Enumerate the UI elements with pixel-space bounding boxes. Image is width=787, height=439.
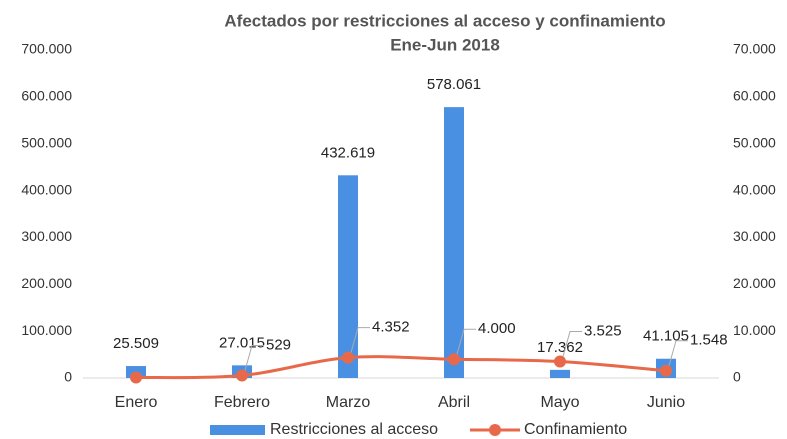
y-tick-label: 200.000 [21, 275, 72, 291]
line-point [448, 353, 460, 366]
x-tick-label: Febrero [214, 394, 270, 411]
y-tick-label: 500.000 [21, 134, 72, 150]
x-tick-label: Junio [647, 394, 685, 411]
y2-tick-label: 10.000 [733, 322, 776, 338]
line-label: 3.525 [584, 322, 622, 339]
y2-tick-label: 70.000 [733, 41, 776, 57]
line-point [236, 369, 248, 382]
y-tick-label: 0 [64, 369, 72, 385]
bar [338, 175, 358, 378]
y2-tick-label: 0 [733, 369, 741, 385]
y-tick-label: 700.000 [21, 41, 72, 57]
y2-tick-label: 50.000 [733, 134, 776, 150]
y-tick-label: 400.000 [21, 181, 72, 197]
legend-label: Confinamiento [524, 421, 627, 438]
legend-label: Restricciones al acceso [270, 421, 438, 438]
line-point [660, 364, 672, 377]
line-label: 4.000 [478, 320, 516, 337]
line-point [554, 355, 566, 368]
bar-label: 578.061 [427, 76, 481, 93]
x-tick-label: Enero [115, 394, 158, 411]
leader-line [668, 340, 688, 366]
bar-label: 27.015 [219, 334, 265, 351]
bar-label: 41.105 [643, 328, 689, 345]
y-tick-label: 600.000 [21, 88, 72, 104]
leader-line [244, 345, 264, 371]
bar [444, 107, 464, 378]
chart-title: Afectados por restricciones al acceso y … [224, 11, 665, 30]
legend-swatch [489, 424, 501, 436]
leader-line [562, 330, 582, 357]
bar-label: 432.619 [321, 144, 375, 161]
y2-tick-label: 40.000 [733, 181, 776, 197]
leader-line [456, 328, 476, 355]
y2-tick-label: 60.000 [733, 88, 776, 104]
y2-tick-label: 20.000 [733, 275, 776, 291]
chart-subtitle: Ene-Jun 2018 [390, 35, 500, 54]
line-point [342, 351, 354, 364]
leader-line [350, 327, 370, 353]
line-point [130, 371, 142, 384]
bar [550, 369, 570, 378]
x-tick-label: Abril [438, 394, 470, 411]
y-tick-label: 100.000 [21, 322, 72, 338]
legend-swatch [210, 425, 265, 435]
x-tick-label: Marzo [326, 394, 371, 411]
bar-label: 25.509 [113, 335, 159, 352]
line-label: 4.352 [372, 319, 410, 336]
x-tick-label: Mayo [540, 394, 579, 411]
line-label: 529 [266, 336, 291, 353]
line-label: 1.548 [690, 332, 728, 349]
y2-tick-label: 30.000 [733, 228, 776, 244]
bar-label: 17.362 [537, 339, 583, 356]
y-tick-label: 300.000 [21, 228, 72, 244]
line [135, 355, 667, 380]
